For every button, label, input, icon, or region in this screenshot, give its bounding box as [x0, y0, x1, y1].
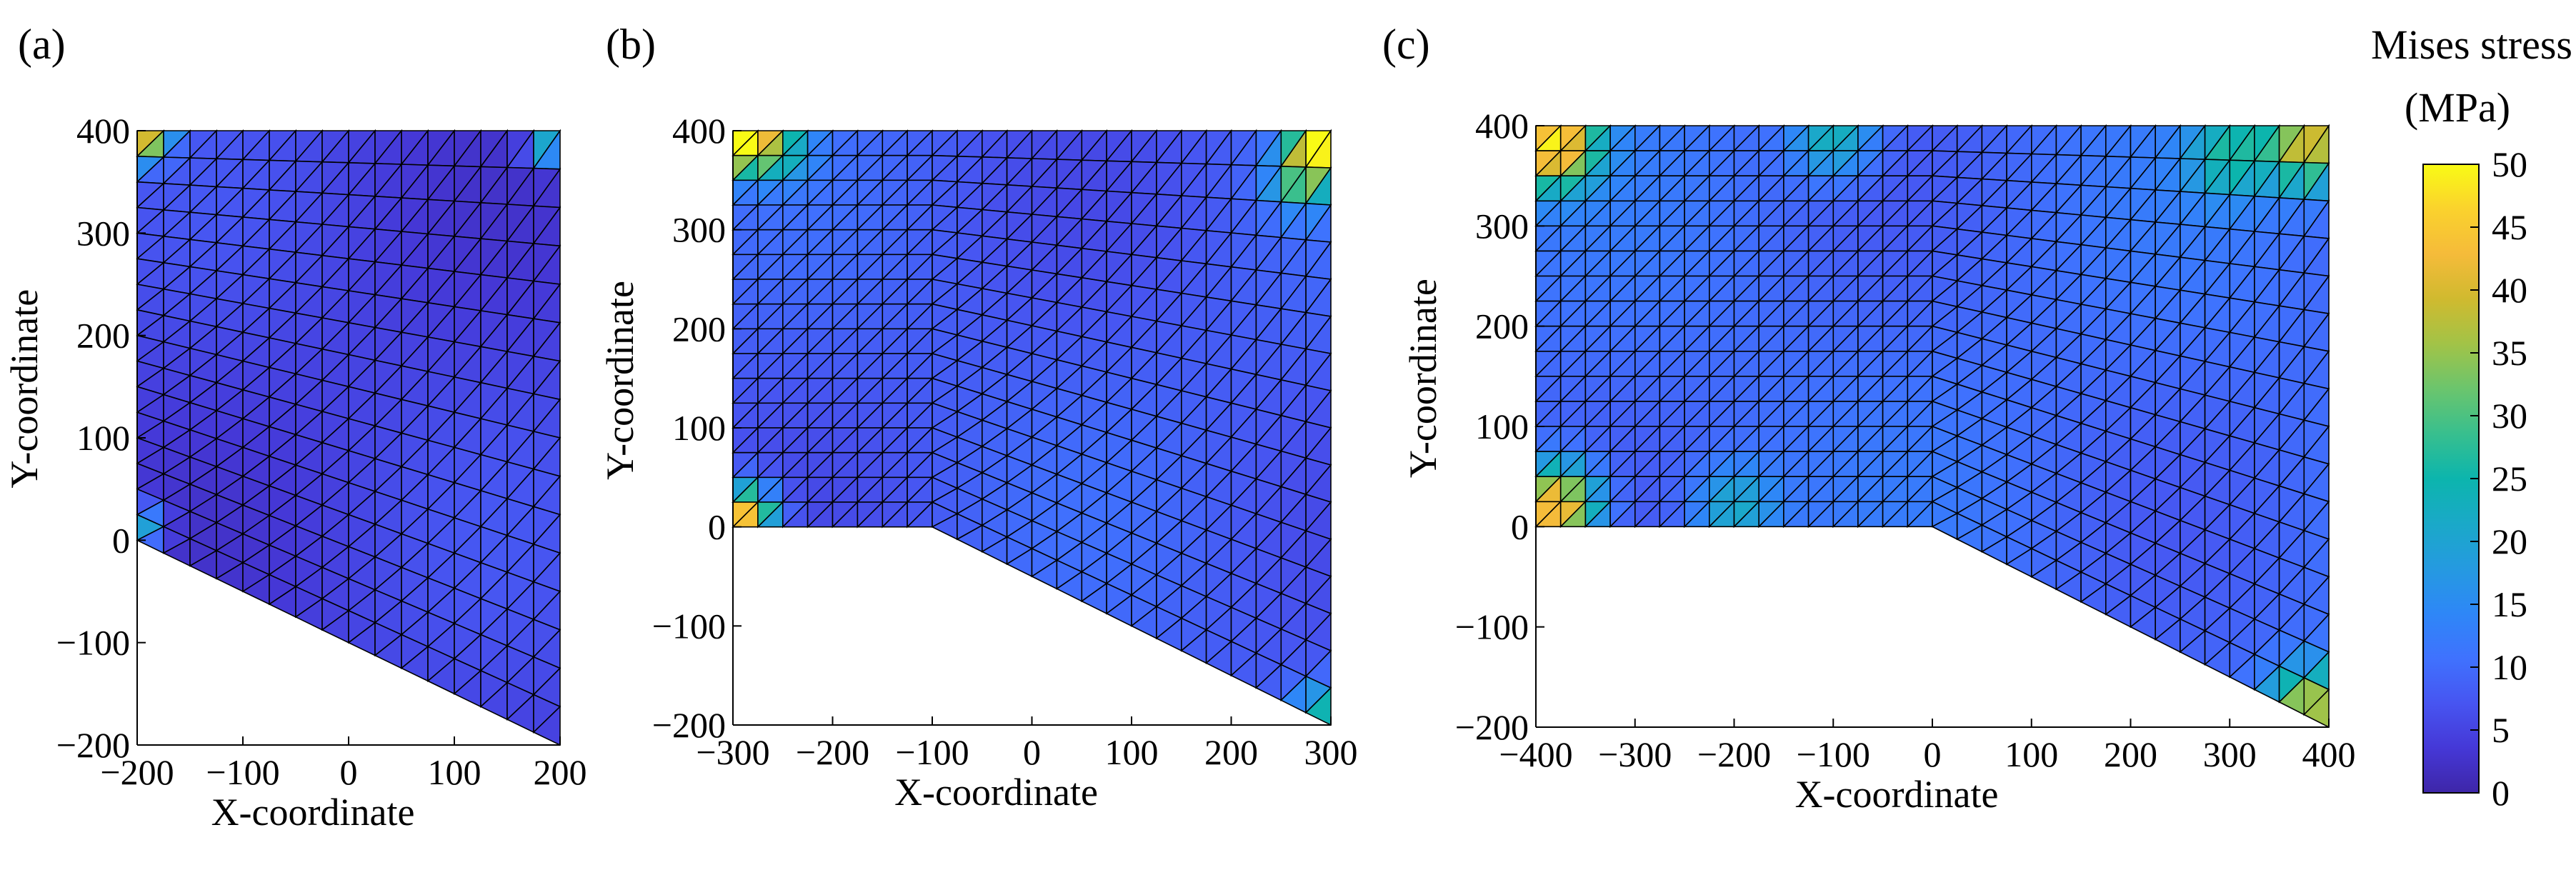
panel-a-x-tick-label: 200: [534, 752, 587, 792]
panel-c-label: (c): [1382, 21, 1430, 68]
panel-b-x-tick-label: 200: [1204, 732, 1258, 772]
panel-c-y-axis-title: Y-coordinate: [1402, 279, 1444, 478]
panel-a: (a) −200 −100 0 100 200 300 400 −200 −100 0 100 200…: [3, 21, 587, 834]
panel-b-y-tick-label: 400: [672, 111, 726, 151]
panel-a-x-tick-label: −100: [206, 752, 279, 792]
panel-b-y-tick-label: −100: [652, 606, 726, 646]
panel-c-y-tick-label: 100: [1475, 406, 1529, 446]
panel-c-x-tick-label: 300: [2203, 734, 2257, 774]
panel-a-mesh-element: [532, 705, 561, 746]
colorbar: Mises stress (MPa) 0 5 10 15 20 25 30 35 40 45 50: [2371, 21, 2572, 813]
panel-a-y-tick-label: 300: [76, 213, 130, 253]
panel-b-x-tick-label: −200: [796, 732, 869, 772]
panel-c-y-tick-label: −200: [1455, 707, 1529, 747]
panel-c-x-tick-label: −100: [1797, 734, 1870, 774]
panel-c-x-tick-label: −200: [1697, 734, 1771, 774]
panel-b-x-tick-label: −100: [895, 732, 969, 772]
panel-b-x-tick-label: −300: [696, 732, 769, 772]
panel-b-x-tick-label: 0: [1023, 732, 1041, 772]
panel-b-x-tick-label: 300: [1304, 732, 1358, 772]
panel-a-x-tick-label: −200: [100, 752, 174, 792]
panel-a-y-axis-title: Y-coordinate: [3, 289, 46, 489]
colorbar-tick-label: 50: [2492, 144, 2527, 184]
panel-c-x-tick-label: −400: [1499, 734, 1572, 774]
panel-a-x-tick-label: 0: [340, 752, 358, 792]
panel-c-x-tick-label: −300: [1598, 734, 1672, 774]
panel-c-y-tick-label: −100: [1455, 607, 1529, 647]
panel-c-x-axis-title: X-coordinate: [1795, 773, 1999, 816]
panel-c-mesh-element: [2302, 688, 2330, 729]
colorbar-tick-label: 30: [2492, 396, 2527, 436]
panel-b-y-tick-label: 200: [672, 309, 726, 349]
colorbar-gradient: [2422, 164, 2480, 794]
panel-c-mesh: [1534, 124, 2330, 729]
panel-b-x-tick-label: 100: [1105, 732, 1159, 772]
panel-c-axes: −200 −100 0 100 200 300 400 −400 −300 −200 −100 0 10…: [1455, 106, 2356, 774]
panel-c-x-tick-label: 0: [1924, 734, 1942, 774]
panel-b-label: (b): [606, 21, 656, 68]
panel-b-y-tick-label: 0: [708, 507, 726, 547]
colorbar-ticks: 0 5 10 15 20 25 30 35 40 45 50: [2470, 144, 2527, 813]
panel-c-x-tick-label: 100: [2005, 734, 2058, 774]
panel-a-x-tick-label: 100: [428, 752, 481, 792]
colorbar-title-line1: Mises stress: [2371, 21, 2572, 68]
colorbar-tick-label: 0: [2492, 773, 2510, 813]
colorbar-tick-label: 45: [2492, 207, 2527, 247]
panel-b-y-axis-title: Y-coordinate: [599, 281, 641, 480]
panel-b-y-tick-label: 100: [672, 408, 726, 448]
panel-a-y-tick-label: 200: [76, 316, 130, 356]
panel-b-mesh: [732, 129, 1332, 726]
colorbar-tick-label: 5: [2492, 710, 2510, 750]
colorbar-tick-label: 35: [2492, 333, 2527, 373]
panel-c: (c) −200 −100 0 100 200 300 400 −400 −300 −200 −10…: [1382, 21, 2356, 816]
colorbar-tick-label: 20: [2492, 521, 2527, 561]
colorbar-title-line2: (MPa): [2405, 84, 2510, 131]
panel-a-y-tick-label: 0: [112, 520, 130, 560]
panel-c-y-tick-label: 0: [1511, 506, 1529, 546]
panel-a-label: (a): [18, 21, 66, 68]
panel-c-x-tick-label: 200: [2104, 734, 2157, 774]
panel-a-y-tick-label: −200: [56, 725, 130, 765]
panel-b-y-tick-label: 300: [672, 210, 726, 250]
panel-c-y-tick-label: 300: [1475, 206, 1529, 246]
colorbar-tick-label: 25: [2492, 459, 2527, 499]
panel-c-x-tick-label: 400: [2302, 734, 2356, 774]
panel-a-y-tick-label: −100: [56, 623, 130, 663]
panel-a-mesh: [136, 129, 561, 746]
colorbar-tick-label: 40: [2492, 270, 2527, 310]
panel-c-y-tick-label: 200: [1475, 306, 1529, 346]
panel-b-x-axis-title: X-coordinate: [894, 771, 1098, 814]
panel-a-axes: −200 −100 0 100 200 300 400 −200 −100 0 100 200: [56, 111, 587, 792]
colorbar-tick-label: 15: [2492, 584, 2527, 624]
panel-b-mesh-element: [1304, 686, 1332, 726]
colorbar-tick-label: 10: [2492, 647, 2527, 687]
panel-a-y-tick-label: 100: [76, 418, 130, 458]
panel-a-x-axis-title: X-coordinate: [211, 791, 415, 834]
panel-c-y-tick-label: 400: [1475, 106, 1529, 146]
panel-b-y-tick-label: −200: [652, 705, 726, 745]
panel-a-y-tick-label: 400: [76, 111, 130, 151]
